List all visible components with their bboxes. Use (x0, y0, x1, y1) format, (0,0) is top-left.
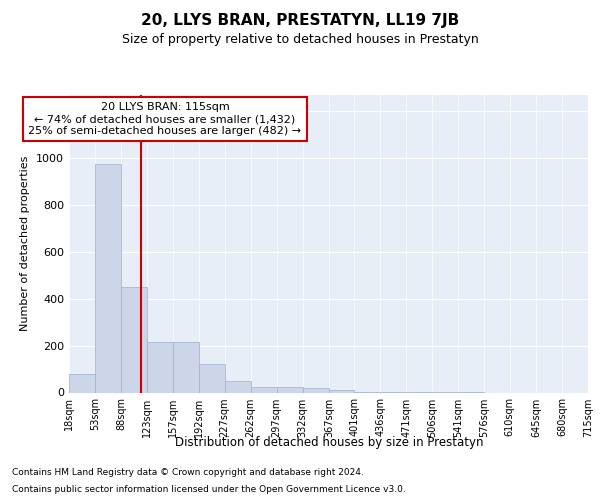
Text: 20 LLYS BRAN: 115sqm
← 74% of detached houses are smaller (1,432)
25% of semi-de: 20 LLYS BRAN: 115sqm ← 74% of detached h… (28, 102, 302, 136)
Text: Distribution of detached houses by size in Prestatyn: Distribution of detached houses by size … (175, 436, 483, 449)
Bar (69, 374, 95, 392)
Bar (173, 342, 199, 392)
Bar (224, 381, 251, 392)
Bar (95, 164, 121, 392)
Bar (277, 388, 303, 392)
Text: Contains HM Land Registry data © Crown copyright and database right 2024.: Contains HM Land Registry data © Crown c… (12, 468, 364, 477)
Text: 20, LLYS BRAN, PRESTATYN, LL19 7JB: 20, LLYS BRAN, PRESTATYN, LL19 7JB (141, 12, 459, 28)
Bar (303, 388, 329, 392)
Bar (199, 364, 224, 392)
Text: Size of property relative to detached houses in Prestatyn: Size of property relative to detached ho… (122, 32, 478, 46)
Text: Contains public sector information licensed under the Open Government Licence v3: Contains public sector information licen… (12, 484, 406, 494)
Bar (121, 287, 147, 393)
Bar (147, 342, 173, 392)
Bar (251, 386, 277, 392)
Y-axis label: Number of detached properties: Number of detached properties (20, 156, 31, 332)
Bar (329, 390, 354, 392)
